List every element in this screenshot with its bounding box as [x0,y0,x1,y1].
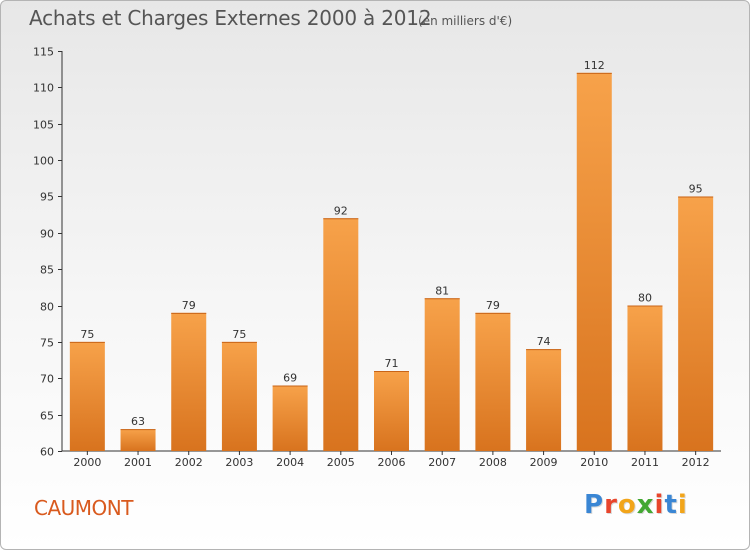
bar-2005 [323,218,359,451]
data-label: 80 [638,292,652,305]
data-label: 79 [182,299,196,312]
town-name: CAUMONT [34,496,133,520]
y-tick-label: 105 [33,119,54,132]
bar-2002 [171,312,207,451]
data-label: 63 [131,415,145,428]
x-tick-label: 2011 [631,456,659,469]
x-tick-label: 2006 [378,456,406,469]
bar-2000 [69,341,105,451]
data-label: 79 [486,299,500,312]
y-tick-label: 65 [40,410,54,423]
bar-2001 [120,429,156,451]
chart-title: Achats et Charges Externes 2000 à 2012 [29,6,432,30]
y-tick-label: 85 [40,264,54,277]
y-tick-label: 115 [33,46,54,59]
logo-letter: i [677,490,688,520]
x-tick-label: 2004 [276,456,304,469]
y-tick-label: 95 [40,191,54,204]
bar-2010 [576,72,612,452]
x-tick-label: 2005 [327,456,355,469]
x-tick-label: 2009 [530,456,558,469]
y-tick-label: 70 [40,373,54,386]
x-tick-label: 2001 [124,456,152,469]
data-label: 71 [385,357,399,370]
logo-letter: x [636,490,655,520]
bar-2003 [221,341,257,451]
bar-2012 [678,196,714,451]
bar-2009 [526,349,562,451]
data-label: 69 [283,372,297,385]
x-tick-label: 2002 [175,456,203,469]
y-tick-label: 90 [40,228,54,241]
proxiti-logo: Proxiti [584,490,688,520]
y-tick-label: 110 [33,82,54,95]
bar-2011 [627,305,663,451]
y-tick-label: 75 [40,337,54,350]
bar-2007 [424,298,460,451]
data-label: 75 [80,328,94,341]
logo-letter: P [584,490,605,520]
logo-letter: t [664,490,678,520]
x-tick-label: 2003 [225,456,253,469]
logo-letter: o [617,490,637,520]
bar-2008 [475,312,511,451]
x-tick-label: 2008 [479,456,507,469]
logo-letter: i [654,490,665,520]
data-label: 112 [584,59,605,72]
bar-2006 [374,371,409,451]
data-label: 81 [435,284,449,297]
chart-subtitle: (en milliers d'€) [418,14,513,28]
x-tick-label: 2012 [682,456,710,469]
y-tick-label: 100 [33,155,54,168]
logo-letter: r [604,490,618,520]
x-tick-label: 2010 [580,456,608,469]
data-label: 74 [537,335,551,348]
x-tick-label: 2000 [73,456,101,469]
y-tick-label: 80 [40,301,54,314]
x-tick-label: 2007 [428,456,456,469]
data-label: 75 [232,328,246,341]
bar-2004 [272,385,308,451]
y-tick-label: 60 [40,446,54,459]
data-label: 92 [334,204,348,217]
data-label: 95 [689,182,703,195]
